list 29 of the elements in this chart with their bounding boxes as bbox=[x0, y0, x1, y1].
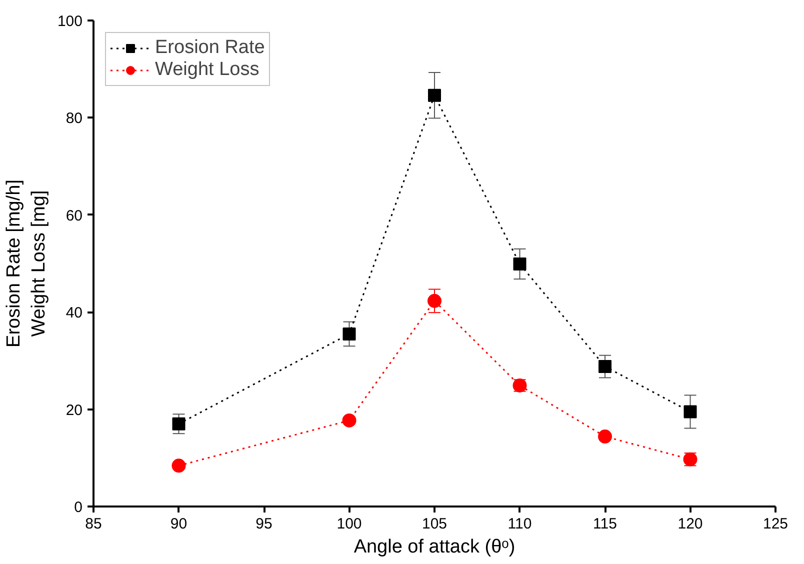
x-tick-label: 115 bbox=[593, 516, 617, 532]
legend-label: Weight Loss bbox=[155, 59, 260, 81]
x-axis-title: Angle of attack (θᵒ) bbox=[354, 536, 516, 558]
y-tick-label: 20 bbox=[66, 402, 83, 419]
x-tick-label: 100 bbox=[336, 516, 362, 532]
y-tick-label: 40 bbox=[66, 304, 83, 322]
x-tick-label: 85 bbox=[85, 516, 102, 532]
point bbox=[598, 360, 612, 374]
y-tick-label: 100 bbox=[57, 13, 83, 30]
point bbox=[342, 327, 356, 340]
x-tick-label: 110 bbox=[508, 516, 532, 532]
x-tick-label: 105 bbox=[422, 516, 448, 532]
x-tick-label: 95 bbox=[256, 516, 272, 532]
y-tick-label: 80 bbox=[66, 110, 83, 128]
x-tick-label: 90 bbox=[170, 516, 188, 532]
point bbox=[428, 294, 442, 308]
point bbox=[428, 88, 441, 102]
x-tick-label: 120 bbox=[678, 516, 703, 532]
y-tick-label: 0 bbox=[74, 499, 82, 516]
point bbox=[342, 413, 356, 428]
legend-label: Erosion Rate bbox=[155, 37, 265, 59]
point bbox=[513, 257, 526, 270]
point bbox=[598, 430, 612, 444]
point bbox=[172, 458, 186, 473]
point bbox=[684, 405, 697, 418]
point bbox=[172, 417, 186, 430]
x-tick-label: 125 bbox=[762, 516, 788, 532]
y-axis-title: Erosion Rate [mg/h] Weight Loss [mg] bbox=[3, 180, 50, 348]
y-tick-label: 60 bbox=[66, 207, 83, 224]
